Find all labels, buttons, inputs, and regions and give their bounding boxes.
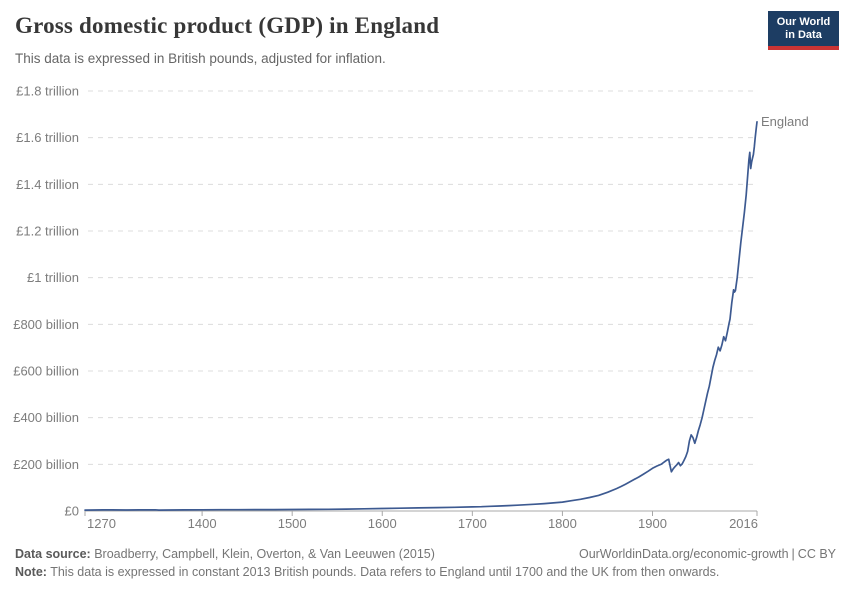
y-tick-label: £0 bbox=[65, 504, 79, 519]
page-subtitle: This data is expressed in British pounds… bbox=[15, 51, 386, 66]
y-tick-label: £200 billion bbox=[13, 457, 79, 472]
y-tick-label: £800 billion bbox=[13, 317, 79, 332]
y-tick-label: £600 billion bbox=[13, 364, 79, 379]
footer-divider: | bbox=[791, 547, 795, 561]
x-tick-label: 1270 bbox=[87, 516, 116, 531]
data-source-line: Data source: Broadberry, Campbell, Klein… bbox=[15, 545, 435, 563]
footer-source-row: Data source: Broadberry, Campbell, Klein… bbox=[15, 545, 836, 563]
y-tick-label: £400 billion bbox=[13, 410, 79, 425]
y-axis-labels: £0 £200 billion £400 billion £600 billion £8… bbox=[13, 84, 79, 519]
gdp-line-england bbox=[84, 120, 758, 511]
page-title: Gross domestic product (GDP) in England bbox=[15, 13, 440, 38]
data-source-value: Broadberry, Campbell, Klein, Overton, & … bbox=[94, 547, 435, 561]
y-tick-label: £1.2 trillion bbox=[16, 224, 79, 239]
x-axis-labels: 1270 1400 1500 1600 1700 1800 1900 2016 bbox=[87, 516, 758, 531]
x-tick-label: 2016 bbox=[729, 516, 758, 531]
y-tick-label: £1 trillion bbox=[27, 270, 79, 285]
y-tick-label: £1.8 trillion bbox=[16, 84, 79, 99]
footer: Data source: Broadberry, Campbell, Klein… bbox=[15, 545, 836, 581]
series-lines bbox=[84, 120, 758, 511]
y-tick-label: £1.4 trillion bbox=[16, 177, 79, 192]
owid-logo: Our World in Data bbox=[768, 11, 839, 50]
y-tick-label: £1.6 trillion bbox=[16, 130, 79, 145]
footer-credit: OurWorldinData.org/economic-growth | CC BY bbox=[579, 545, 836, 563]
x-tick-label: 1700 bbox=[458, 516, 487, 531]
x-axis bbox=[84, 510, 758, 516]
license-label: CC BY bbox=[797, 547, 836, 561]
series-label-england: England bbox=[761, 114, 809, 129]
data-source-label: Data source: bbox=[15, 547, 91, 561]
note-value: This data is expressed in constant 2013 … bbox=[50, 565, 720, 580]
y-gridlines bbox=[88, 90, 757, 465]
owid-url-link[interactable]: OurWorldinData.org/economic-growth bbox=[578, 547, 789, 561]
x-tick-label: 1900 bbox=[638, 516, 667, 531]
x-tick-label: 1400 bbox=[188, 516, 217, 531]
x-tick-label: 1800 bbox=[548, 516, 577, 531]
x-tick-label: 1600 bbox=[368, 516, 397, 531]
footer-note-row: Note: This data is expressed in constant… bbox=[15, 563, 836, 581]
owid-logo-line2: in Data bbox=[785, 29, 822, 41]
x-tick-label: 1500 bbox=[278, 516, 307, 531]
note-label: Note: bbox=[15, 565, 47, 580]
owid-logo-line1: Our World bbox=[776, 16, 831, 28]
